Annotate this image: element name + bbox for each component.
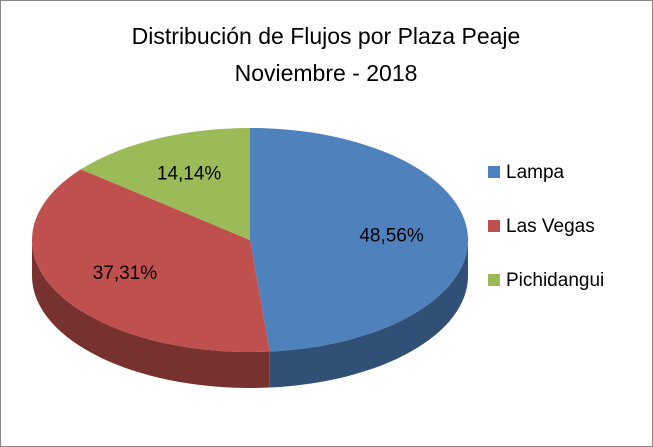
- slice: [31, 169, 270, 352]
- legend-label: Pichidangui: [506, 270, 604, 291]
- legend-label: Las Vegas: [506, 216, 595, 237]
- legend-swatch: [488, 274, 500, 286]
- slice-side: [32, 240, 270, 388]
- data-label: 14,14%: [157, 163, 222, 184]
- data-label: 37,31%: [93, 263, 158, 284]
- legend-label: Lampa: [506, 162, 565, 183]
- chart-subtitle: Noviembre - 2018: [235, 60, 418, 86]
- legend-swatch: [488, 220, 500, 232]
- legend-swatch: [488, 166, 500, 178]
- slice-side: [269, 240, 468, 388]
- chart-title: Distribución de Flujos por Plaza Peaje: [132, 23, 521, 49]
- data-label: 48,56%: [359, 226, 424, 247]
- slice: [250, 128, 469, 352]
- slice: [80, 127, 251, 240]
